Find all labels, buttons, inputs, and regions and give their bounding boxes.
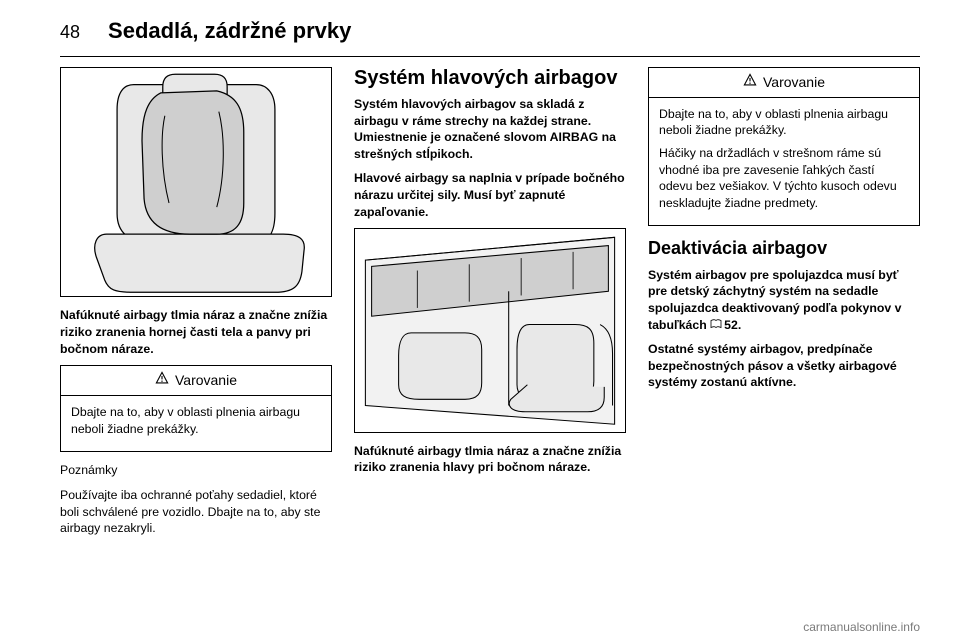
column-1: Nafúknuté airbagy tlmia náraz a značne z… — [60, 67, 332, 545]
col1-caption: Nafúknuté airbagy tlmia náraz a značne z… — [60, 307, 332, 357]
warning-head-1-text: Varovanie — [175, 371, 237, 390]
notes-heading: Poznámky — [60, 462, 332, 479]
col2-p2: Hlavové airbagy sa naplnia v prípade boč… — [354, 170, 626, 220]
header-rule — [60, 56, 920, 57]
seat-airbag-illustration — [60, 67, 332, 297]
warning-body-1: Dbajte na to, aby v oblasti plnenia airb… — [61, 396, 331, 451]
col3-p2: Ostatné systémy airbagov, predpínače bez… — [648, 341, 920, 391]
warning-box-1: Varovanie Dbajte na to, aby v oblasti pl… — [60, 365, 332, 452]
columns: Nafúknuté airbagy tlmia náraz a značne z… — [60, 67, 920, 545]
warning-head-1: Varovanie — [61, 366, 331, 396]
page-number: 48 — [60, 22, 80, 43]
book-icon — [710, 317, 722, 334]
column-3: Varovanie Dbajte na to, aby v oblasti pl… — [648, 67, 920, 545]
page-header: 48 Sedadlá, zádržné prvky — [60, 18, 920, 44]
page-ref-link[interactable]: 52 — [710, 317, 738, 334]
page-ref-number: 52 — [724, 317, 738, 334]
col3-p1: Systém airbagov pre spolujazdca musí byť… — [648, 267, 920, 333]
col2-p1: Systém hlavových airbagov sa skladá z ai… — [354, 96, 626, 162]
col3-p1-a: Systém airbagov pre spolujazdca musí byť… — [648, 268, 901, 332]
footer-source: carmanualsonline.info — [803, 620, 920, 634]
warning-head-2: Varovanie — [649, 68, 919, 98]
warning-body-2-p2: Háčiky na držadlách v strešnom ráme sú v… — [659, 145, 909, 211]
warning-head-2-text: Varovanie — [763, 73, 825, 92]
notes-body: Používajte iba ochranné poťahy sedadiel,… — [60, 487, 332, 537]
warning-body-2-p1: Dbajte na to, aby v oblasti plnenia airb… — [659, 106, 909, 139]
warning-body-2: Dbajte na to, aby v oblasti plnenia airb… — [649, 98, 919, 226]
col2-p3: Nafúknuté airbagy tlmia náraz a značne z… — [354, 443, 626, 476]
warning-triangle-icon — [155, 371, 169, 390]
warning-box-2: Varovanie Dbajte na to, aby v oblasti pl… — [648, 67, 920, 226]
col3-p1-b: . — [738, 318, 741, 332]
warning-triangle-icon — [743, 73, 757, 92]
head-airbag-heading: Systém hlavových airbagov — [354, 67, 626, 90]
cabin-curtain-airbag-illustration — [354, 228, 626, 433]
page-title: Sedadlá, zádržné prvky — [108, 18, 351, 44]
warning-body-1-text: Dbajte na to, aby v oblasti plnenia airb… — [71, 404, 321, 437]
column-2: Systém hlavových airbagov Systém hlavový… — [354, 67, 626, 545]
deactivation-heading: Deaktivácia airbagov — [648, 236, 920, 260]
